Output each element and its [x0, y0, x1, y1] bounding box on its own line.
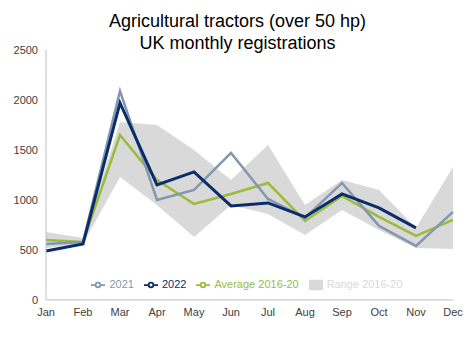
svg-text:0: 0 [32, 294, 38, 306]
svg-text:Nov: Nov [406, 306, 426, 318]
svg-text:Dec: Dec [443, 306, 463, 318]
svg-text:Jan: Jan [37, 306, 55, 318]
svg-text:2500: 2500 [14, 44, 38, 56]
svg-text:500: 500 [20, 244, 38, 256]
svg-text:Jun: Jun [222, 306, 240, 318]
svg-text:Oct: Oct [370, 306, 387, 318]
svg-text:Aug: Aug [295, 306, 315, 318]
svg-text:May: May [184, 306, 205, 318]
svg-text:Mar: Mar [111, 306, 130, 318]
html-text:Agricultural tractors (over 50: Agricultural tractors (over 50 hp) [108, 11, 366, 31]
svg-text:Sep: Sep [332, 306, 352, 318]
html-text:UK monthly registrations: UK monthly registrations [139, 33, 336, 53]
html-text:2021: 2021 [109, 278, 134, 290]
svg-text:Feb: Feb [74, 306, 93, 318]
svg-text:1000: 1000 [14, 194, 38, 206]
html-text:Range 2016-20: Range 2016-20 [326, 278, 403, 290]
html-text:Average 2016-20: Average 2016-20 [214, 278, 299, 290]
svg-text:Apr: Apr [148, 306, 165, 318]
svg-text:Jul: Jul [261, 306, 275, 318]
svg-text:2000: 2000 [14, 94, 38, 106]
html-text:2022: 2022 [162, 278, 187, 290]
svg-text:1500: 1500 [14, 144, 38, 156]
